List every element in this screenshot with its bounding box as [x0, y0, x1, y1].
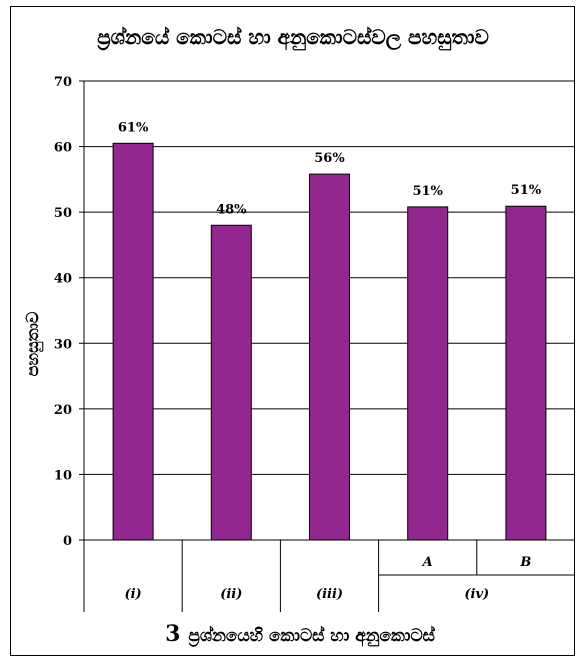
x-category-label: (i)	[124, 587, 141, 602]
data-label: 51%	[511, 183, 542, 198]
y-tick-label: 0	[63, 534, 72, 549]
x-category-label: B	[519, 555, 531, 570]
plot-area: 0 10 20 30 40 50 60 70 61% (i) 48% (ii) 56% (iii) 51% A…	[54, 75, 575, 612]
data-label: 61%	[118, 120, 149, 135]
data-label: 48%	[216, 202, 247, 217]
y-tick-label: 60	[54, 141, 72, 156]
data-label: 56%	[314, 151, 345, 166]
y-tick-label: 20	[54, 403, 72, 418]
y-tick-label: 70	[54, 75, 72, 90]
data-label: 51%	[412, 184, 443, 199]
chart-title: ප්‍රශ්නයේ කොටස් හා අනුකොටස්වල පහසුතාව	[97, 25, 489, 52]
x-axis-label-text: ප්‍රශ්නයෙහි කොටස් හා අනුකොටස්	[188, 625, 436, 647]
chart-frame	[10, 6, 575, 656]
y-tick-label: 50	[54, 206, 72, 221]
x-category-label: (ii)	[220, 587, 242, 602]
y-tick-label: 10	[54, 468, 72, 483]
y-axis-label: පහසුතාව	[23, 311, 44, 376]
bar	[112, 142, 154, 541]
x-category-label: A	[421, 555, 433, 570]
x-axis-label-number: 3	[165, 621, 180, 647]
bar	[407, 206, 449, 541]
bar	[309, 173, 350, 541]
x-group-label: (iv)	[464, 587, 489, 602]
y-tick-label: 30	[54, 337, 72, 352]
x-category-label: (iii)	[316, 587, 343, 602]
x-axis-label: 3 ප්‍රශ්නයෙහි කොටස් හා අනුකොටස්	[165, 621, 436, 647]
bar	[210, 224, 252, 541]
y-tick-label: 40	[54, 272, 72, 287]
bar	[505, 205, 547, 541]
